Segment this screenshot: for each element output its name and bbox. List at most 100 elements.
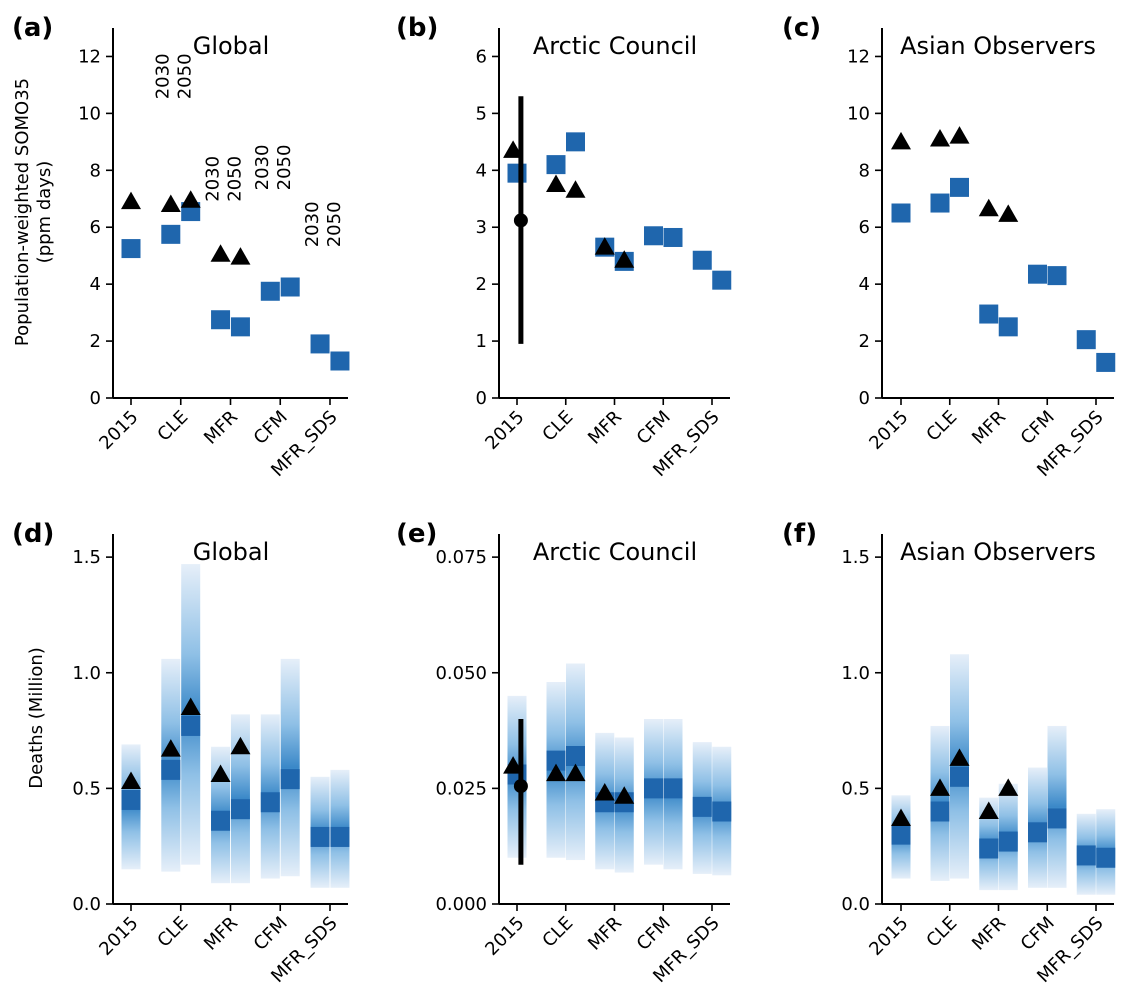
data-triangle — [891, 808, 911, 826]
panel-c-xtick-label: 2015 — [865, 407, 912, 454]
data-triangle — [546, 174, 566, 193]
bar-median-block — [1047, 808, 1067, 829]
data-triangle — [565, 763, 586, 782]
panel-e-ytick-label: 0.000 — [435, 894, 487, 915]
data-triangle — [160, 739, 181, 757]
bar-median-block — [644, 778, 663, 799]
panel-a-letter: (a) — [12, 13, 53, 43]
data-square — [260, 281, 280, 301]
data-square — [891, 203, 911, 223]
data-triangle — [546, 763, 566, 782]
panel-b-letter: (b) — [396, 13, 438, 43]
panel-e-xtick-label: MFR — [584, 913, 626, 955]
panel-c-title: Asian Observers — [900, 32, 1096, 60]
error-bar-point — [513, 213, 528, 228]
panel-a-title: Global — [193, 32, 270, 60]
panel-a-ytick-label: 4 — [90, 274, 101, 295]
panel-b-ytick-label: 6 — [476, 46, 487, 67]
panel-a-ytick-label: 0 — [90, 388, 101, 409]
data-square — [1028, 264, 1047, 284]
panel-b-ytick-label: 4 — [476, 160, 487, 181]
panel-a-ytick-label: 6 — [90, 217, 101, 238]
data-triangle — [614, 786, 635, 804]
bar-median-block — [211, 810, 231, 831]
bar-median-block — [546, 750, 566, 771]
panel-d-ytick-label: 0.5 — [72, 778, 101, 799]
bar-median-block — [663, 778, 683, 799]
bar-median-block — [566, 746, 585, 766]
panel-f-xtick-label: CLE — [922, 913, 961, 952]
data-square — [1096, 352, 1116, 372]
data-triangle — [594, 783, 615, 801]
panel-f-ytick-label: 0.0 — [841, 894, 870, 915]
bar-median-block — [280, 769, 300, 790]
data-square — [330, 351, 350, 371]
panel-d-xtick-label: MFR — [200, 913, 242, 955]
bar-median-block — [979, 838, 999, 859]
panel-f-xtick-label: MFR — [968, 913, 1010, 955]
data-square — [546, 155, 566, 175]
bar-median-block — [1096, 847, 1116, 868]
panel-c-xtick-label: MFR — [968, 407, 1010, 449]
bar-median-block — [230, 799, 250, 820]
data-triangle — [230, 247, 251, 265]
data-square — [280, 277, 300, 297]
year-label: 2030 — [252, 145, 273, 191]
uncertainty-bar — [230, 714, 250, 884]
data-square — [998, 317, 1018, 337]
data-triangle — [978, 801, 999, 819]
panel-b-title: Arctic Council — [533, 32, 697, 60]
panel-e-title: Arctic Council — [533, 538, 697, 566]
panel-a-ytick-label: 2 — [90, 331, 101, 352]
panel-b-xtick-label: 2015 — [481, 407, 528, 454]
panel-e-ytick-label: 0.025 — [435, 778, 487, 799]
year-label: 2030 — [153, 53, 174, 99]
panel-d-title: Global — [193, 538, 270, 566]
panel-a-xtick-label: CLE — [153, 407, 192, 446]
data-triangle — [230, 736, 251, 755]
data-triangle — [210, 764, 231, 782]
bottom-row-ylabel: Deaths (Million) — [26, 647, 47, 789]
panel-f-xtick-label: 2015 — [865, 913, 912, 960]
bar-median-block — [930, 801, 950, 822]
data-triangle — [891, 131, 911, 150]
panel-a-ytick-label: 12 — [78, 46, 101, 67]
panel-e-xtick-label: CFM — [633, 913, 675, 955]
panel-c-ytick-label: 0 — [859, 388, 870, 409]
panel-d-ytick-label: 1.5 — [72, 547, 101, 568]
panel-d-xtick-label: CLE — [153, 913, 192, 952]
data-square — [979, 304, 999, 324]
panel-c-letter: (c) — [782, 13, 821, 43]
panel-c-xtick-label: CLE — [922, 407, 961, 446]
panel-e-xtick-label: 2015 — [481, 913, 528, 960]
uncertainty-bar — [280, 658, 300, 877]
data-triangle — [121, 771, 141, 789]
panel-d-letter: (d) — [12, 519, 54, 549]
panel-f-title: Asian Observers — [900, 538, 1096, 566]
bar-median-block — [1076, 845, 1096, 866]
uncertainty-bar — [1047, 725, 1067, 888]
top-row-ylabel-line1: Population-weighted SOMO35 — [12, 78, 33, 346]
bar-median-block — [1028, 822, 1047, 843]
data-triangle — [614, 250, 635, 268]
data-triangle — [998, 204, 1019, 222]
panel-f-ytick-label: 0.5 — [841, 778, 870, 799]
panel-b-ytick-label: 5 — [476, 103, 487, 124]
bar-median-block — [181, 715, 201, 736]
panel-f-ytick-label: 1.5 — [841, 547, 870, 568]
data-triangle — [594, 237, 615, 255]
panel-e-letter: (e) — [396, 519, 437, 549]
data-square — [310, 334, 330, 354]
data-square — [566, 132, 585, 152]
panel-b-xtick-label: CFM — [633, 407, 675, 449]
data-triangle — [121, 191, 141, 210]
year-label: 2050 — [324, 201, 345, 247]
panel-c-xtick-label: CFM — [1017, 407, 1059, 449]
data-square — [211, 310, 231, 330]
panel-e-ytick-label: 0.075 — [435, 547, 487, 568]
data-triangle — [930, 778, 950, 796]
panel-a-ytick-label: 10 — [78, 103, 101, 124]
panel-b-xtick-label: MFR — [584, 407, 626, 449]
